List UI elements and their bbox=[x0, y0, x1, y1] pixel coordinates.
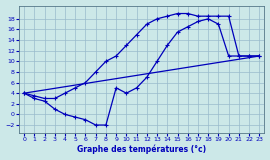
X-axis label: Graphe des températures (°c): Graphe des températures (°c) bbox=[77, 145, 206, 154]
